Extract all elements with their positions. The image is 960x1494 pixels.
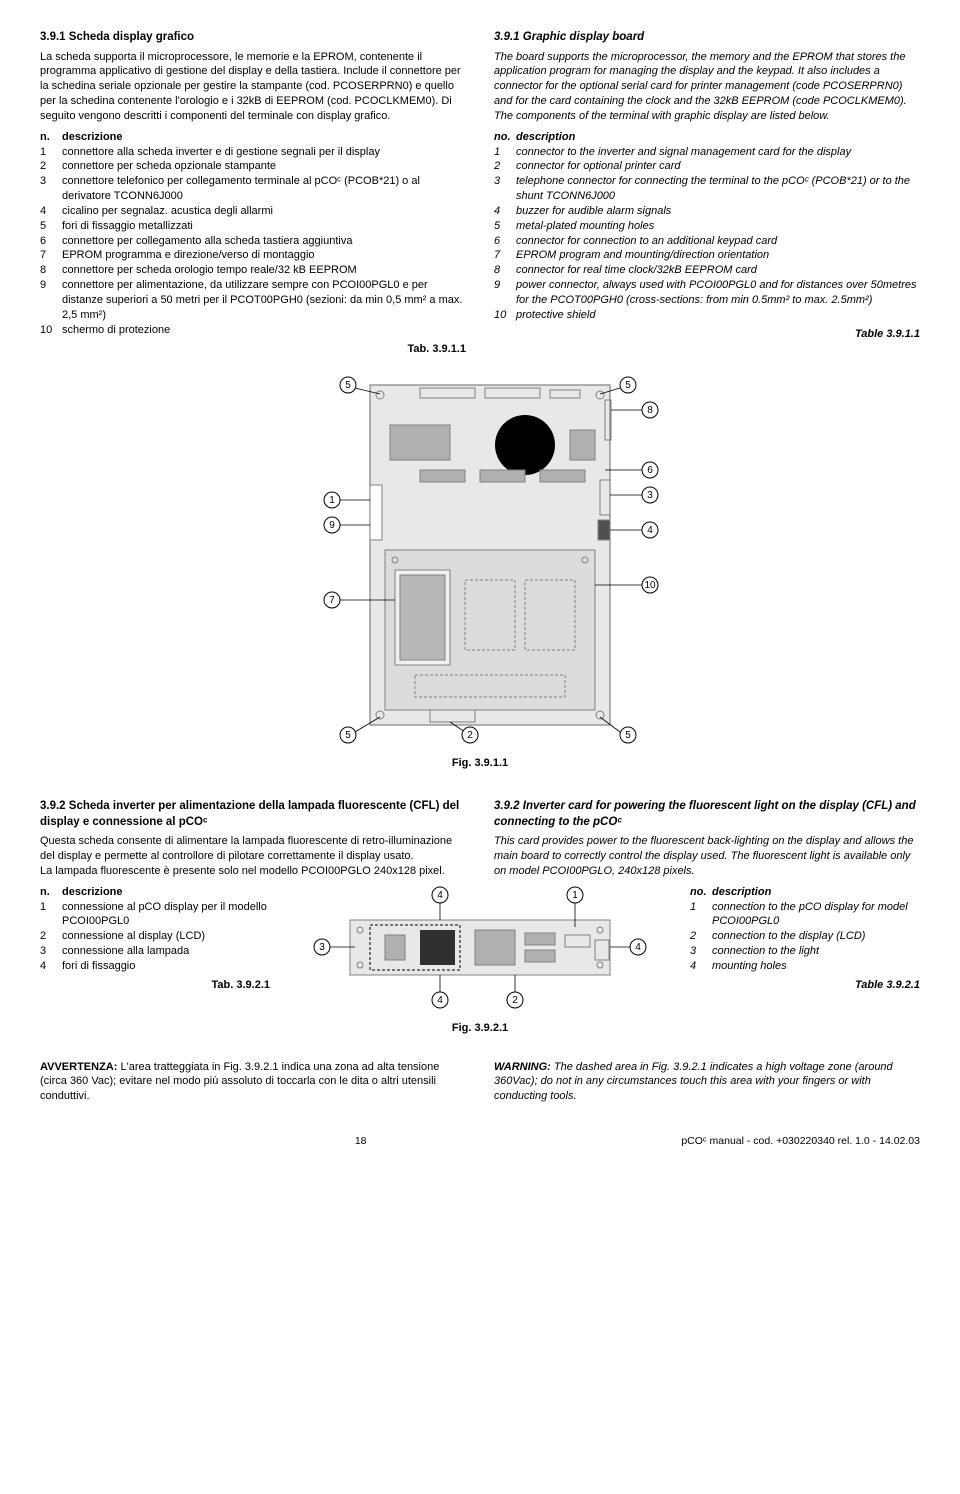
svg-text:2: 2	[512, 995, 518, 1006]
section-391: 3.9.1 Scheda display grafico La scheda s…	[40, 30, 920, 356]
list-392-it: n.descrizione 1connessione al pCO displa…	[40, 885, 270, 993]
svg-text:5: 5	[625, 730, 631, 741]
page-number: 18	[355, 1134, 367, 1148]
list-item: 9power connector, always used with PCOI0…	[494, 278, 920, 308]
svg-text:3: 3	[319, 942, 325, 953]
svg-text:5: 5	[345, 730, 351, 741]
svg-text:9: 9	[329, 520, 335, 531]
title-en: 3.9.1 Graphic display board	[494, 30, 920, 46]
para-it: La scheda supporta il microprocessore, l…	[40, 50, 466, 124]
list-item: 1connessione al pCO display per il model…	[40, 900, 270, 930]
title-it: 3.9.1 Scheda display grafico	[40, 30, 466, 46]
svg-text:5: 5	[625, 380, 631, 391]
page-footer: 18 pCOᶜ manual - cod. +030220340 rel. 1.…	[40, 1134, 920, 1148]
tab-label-en: Table 3.9.1.1	[494, 327, 920, 342]
svg-text:8: 8	[647, 405, 653, 416]
list-it: n.descrizione 1connettore alla scheda in…	[40, 130, 466, 338]
list-item: 2connessione al display (LCD)	[40, 929, 270, 944]
list-item: 2connector for optional printer card	[494, 159, 920, 174]
list-item: 6connettore per collegamento alla scheda…	[40, 234, 466, 249]
section-392-body: n.descrizione 1connessione al pCO displa…	[40, 885, 920, 1036]
title-392-it: 3.9.2 Scheda inverter per alimentazione …	[40, 799, 466, 830]
footer-right: pCOᶜ manual - cod. +030220340 rel. 1.0 -…	[681, 1134, 920, 1148]
figure-3921: 3 4 4 1 2 4 Fig. 3.9.2.1	[288, 885, 672, 1036]
list-item: 4buzzer for audible alarm signals	[494, 204, 920, 219]
col-italian: 3.9.1 Scheda display grafico La scheda s…	[40, 30, 466, 356]
para-en: The board supports the microprocessor, t…	[494, 50, 920, 124]
list-item: 7EPROM program and mounting/direction or…	[494, 248, 920, 263]
list-item: 8connettore per scheda orologio tempo re…	[40, 263, 466, 278]
section-392-intro: 3.9.2 Scheda inverter per alimentazione …	[40, 799, 920, 885]
col-english: 3.9.1 Graphic display board The board su…	[494, 30, 920, 356]
para-392-en: This card provides power to the fluoresc…	[494, 834, 920, 879]
svg-text:7: 7	[329, 595, 335, 606]
list-item: 1connettore alla scheda inverter e di ge…	[40, 145, 466, 160]
list-item: 3connection to the light	[690, 944, 920, 959]
list-item: 4mounting holes	[690, 959, 920, 974]
svg-text:6: 6	[647, 465, 653, 476]
figure-3911: 1 9 7 5 5 8 6 3 4 10 5 2 5 Fig. 3.9.1.1	[40, 370, 920, 771]
warnings: AVVERTENZA: L'area tratteggiata in Fig. …	[40, 1060, 920, 1105]
list-item: 1connector to the inverter and signal ma…	[494, 145, 920, 160]
list-item: 4cicalino per segnalaz. acustica degli a…	[40, 204, 466, 219]
svg-text:2: 2	[467, 730, 473, 741]
svg-text:4: 4	[437, 890, 443, 901]
list-item: 2connettore per scheda opzionale stampan…	[40, 159, 466, 174]
list-en: no.description 1connector to the inverte…	[494, 130, 920, 323]
board-diagram: 1 9 7 5 5 8 6 3 4 10 5 2 5	[270, 370, 690, 750]
warning-en: WARNING: The dashed area in Fig. 3.9.2.1…	[494, 1060, 920, 1105]
svg-text:3: 3	[647, 490, 653, 501]
list-item: 3telephone connector for connecting the …	[494, 174, 920, 204]
list-item: 4fori di fissaggio	[40, 959, 270, 974]
svg-text:5: 5	[345, 380, 351, 391]
svg-text:1: 1	[572, 890, 578, 901]
svg-text:4: 4	[635, 942, 641, 953]
svg-text:4: 4	[647, 525, 653, 536]
svg-text:4: 4	[437, 995, 443, 1006]
svg-text:1: 1	[329, 495, 335, 506]
list-item: 3connettore telefonico per collegamento …	[40, 174, 466, 204]
list-item: 7EPROM programma e direzione/verso di mo…	[40, 248, 466, 263]
list-item: 3connessione alla lampada	[40, 944, 270, 959]
warning-it: AVVERTENZA: L'area tratteggiata in Fig. …	[40, 1060, 466, 1105]
list-item: 1connection to the pCO display for model…	[690, 900, 920, 930]
list-item: 2connection to the display (LCD)	[690, 929, 920, 944]
list-item: 9connettore per alimentazione, da utiliz…	[40, 278, 466, 323]
list-item: 10schermo di protezione	[40, 323, 466, 338]
list-item: 6connector for connection to an addition…	[494, 234, 920, 249]
list-item: 8connector for real time clock/32kB EEPR…	[494, 263, 920, 278]
svg-text:10: 10	[644, 580, 656, 591]
list-item: 5fori di fissaggio metallizzati	[40, 219, 466, 234]
list-392-en: no.description 1connection to the pCO di…	[690, 885, 920, 993]
tab-label-it: Tab. 3.9.1.1	[40, 342, 466, 357]
para-392-it: Questa scheda consente di alimentare la …	[40, 834, 466, 879]
list-item: 5metal-plated mounting holes	[494, 219, 920, 234]
title-392-en: 3.9.2 Inverter card for powering the flu…	[494, 799, 920, 830]
list-item: 10protective shield	[494, 308, 920, 323]
fig-caption-1: Fig. 3.9.1.1	[40, 756, 920, 771]
